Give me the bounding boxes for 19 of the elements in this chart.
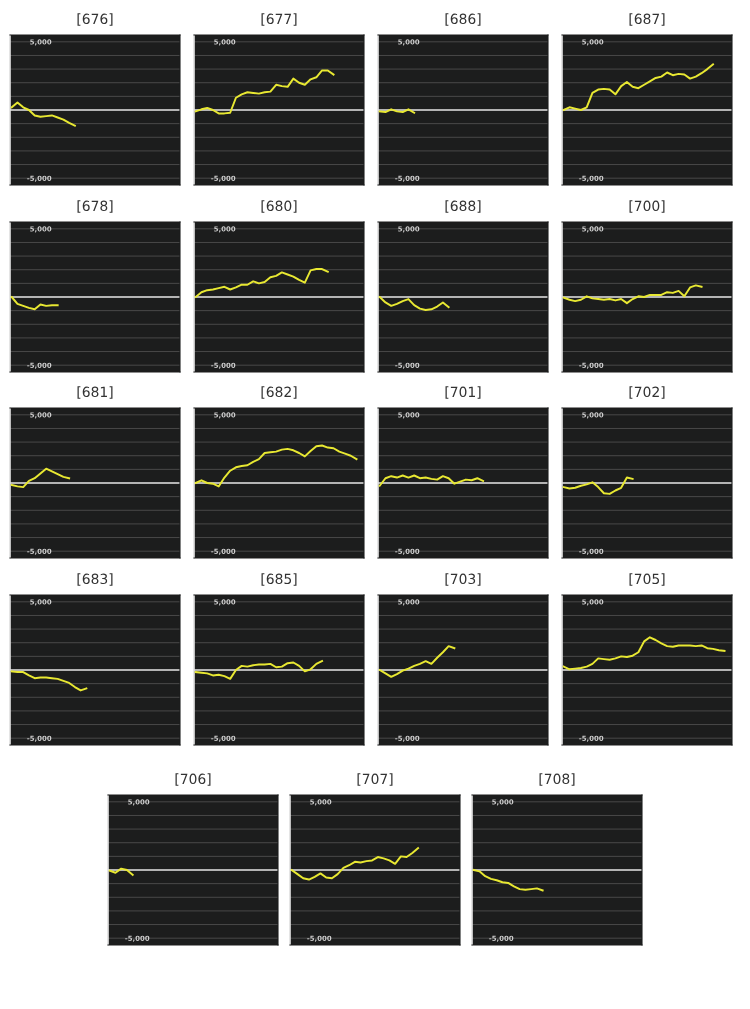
chart-title: [706] — [175, 773, 211, 786]
chart-title: [700] — [629, 200, 665, 213]
chart-title: [708] — [539, 773, 575, 786]
chart-title: [705] — [629, 573, 665, 586]
chart-title: [686] — [445, 13, 481, 26]
chart-title: [703] — [445, 573, 481, 586]
chart-title: [677] — [261, 13, 297, 26]
chart-title: [676] — [77, 13, 113, 26]
chart-title: [685] — [261, 573, 297, 586]
chart-title: [681] — [77, 386, 113, 399]
chart-title: [683] — [77, 573, 113, 586]
chart-title: [702] — [629, 386, 665, 399]
chart-title: [707] — [357, 773, 393, 786]
chart-title: [688] — [445, 200, 481, 213]
chart-title: [687] — [629, 13, 665, 26]
chart-title: [680] — [261, 200, 297, 213]
chart-title: [682] — [261, 386, 297, 399]
chart-title: [678] — [77, 200, 113, 213]
chart-title: [701] — [445, 386, 481, 399]
